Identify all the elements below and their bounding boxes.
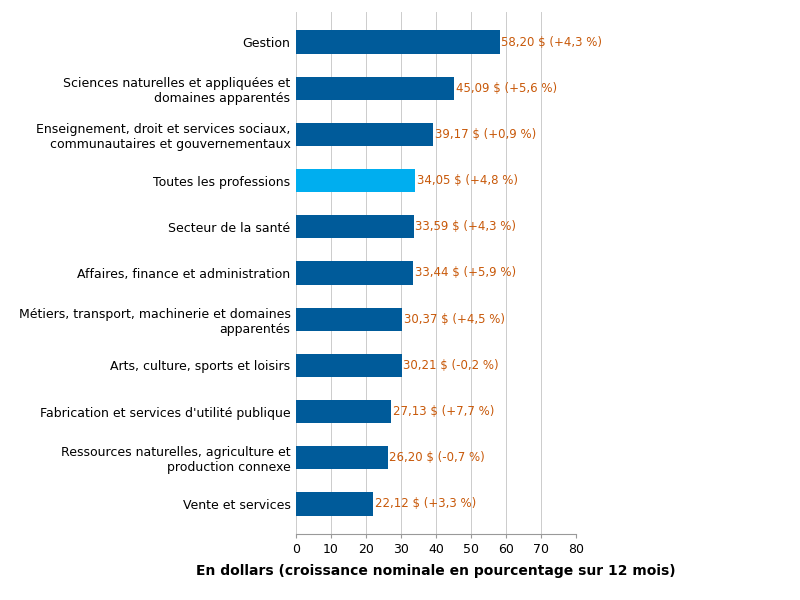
Bar <box>296 400 391 423</box>
Bar <box>296 123 433 146</box>
Text: 39,17 $ (+0,9 %): 39,17 $ (+0,9 %) <box>435 128 536 141</box>
X-axis label: En dollars (croissance nominale en pourcentage sur 12 mois): En dollars (croissance nominale en pourc… <box>196 565 676 578</box>
Bar <box>296 354 402 377</box>
Bar <box>296 308 402 331</box>
Text: 33,59 $ (+4,3 %): 33,59 $ (+4,3 %) <box>415 220 516 233</box>
Text: 33,44 $ (+5,9 %): 33,44 $ (+5,9 %) <box>414 266 516 280</box>
Bar <box>296 493 374 515</box>
Text: 58,20 $ (+4,3 %): 58,20 $ (+4,3 %) <box>502 35 602 49</box>
Bar <box>296 446 388 469</box>
Text: 27,13 $ (+7,7 %): 27,13 $ (+7,7 %) <box>393 405 494 418</box>
Bar <box>296 262 413 284</box>
Text: 22,12 $ (+3,3 %): 22,12 $ (+3,3 %) <box>375 497 477 511</box>
Bar <box>296 169 415 192</box>
Text: 45,09 $ (+5,6 %): 45,09 $ (+5,6 %) <box>455 82 557 95</box>
Bar <box>296 31 500 53</box>
Text: 34,05 $ (+4,8 %): 34,05 $ (+4,8 %) <box>417 174 518 187</box>
Text: 26,20 $ (-0,7 %): 26,20 $ (-0,7 %) <box>390 451 485 464</box>
Text: 30,21 $ (-0,2 %): 30,21 $ (-0,2 %) <box>403 359 499 372</box>
Bar <box>296 215 414 238</box>
Bar <box>296 77 454 100</box>
Text: 30,37 $ (+4,5 %): 30,37 $ (+4,5 %) <box>404 313 505 326</box>
